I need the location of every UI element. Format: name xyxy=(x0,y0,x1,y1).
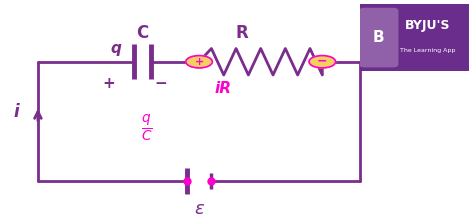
Text: +: + xyxy=(194,57,204,67)
Circle shape xyxy=(309,55,336,68)
Text: The Learning App: The Learning App xyxy=(400,48,456,53)
Text: −: − xyxy=(155,76,167,91)
FancyBboxPatch shape xyxy=(360,4,469,71)
Text: +: + xyxy=(103,76,115,91)
FancyBboxPatch shape xyxy=(359,8,398,67)
Text: i: i xyxy=(14,103,19,122)
Text: $\frac{q}{C}$: $\frac{q}{C}$ xyxy=(141,112,153,143)
Text: iR: iR xyxy=(214,81,231,96)
Circle shape xyxy=(186,55,212,68)
Text: $\varepsilon$: $\varepsilon$ xyxy=(193,200,205,219)
Text: BYJU'S: BYJU'S xyxy=(405,19,451,32)
Text: R: R xyxy=(236,24,248,42)
Text: B: B xyxy=(373,30,384,45)
Text: −: − xyxy=(317,54,328,67)
Text: q: q xyxy=(111,41,121,56)
Text: C: C xyxy=(136,24,148,42)
